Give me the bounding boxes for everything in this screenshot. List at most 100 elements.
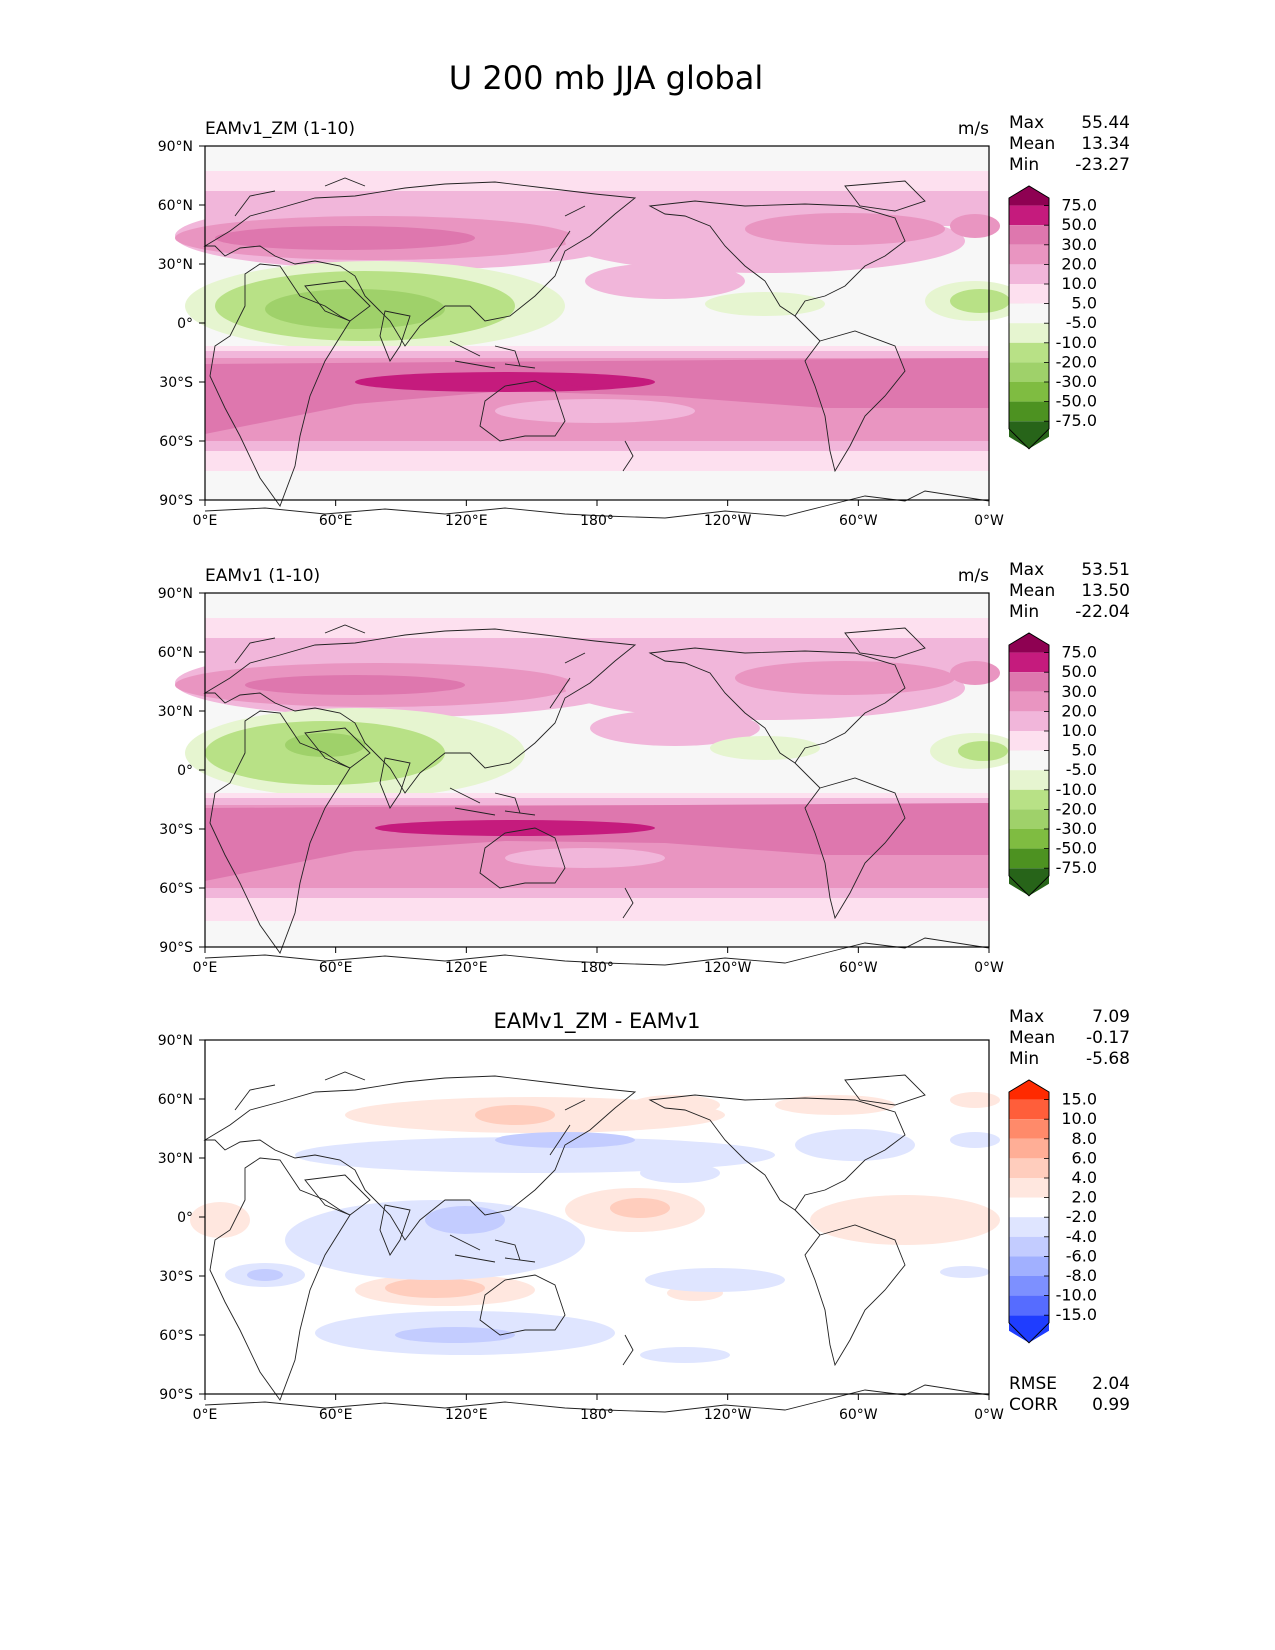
colorbar-label: -10.0 <box>1056 780 1097 799</box>
stat-value: 2.04 <box>1092 1374 1130 1394</box>
colorbar-swatch <box>1009 1295 1049 1316</box>
colorbar-swatch <box>1009 323 1049 343</box>
colorbar-swatch <box>1009 362 1049 382</box>
lon-tick-label: 60°E <box>319 513 353 529</box>
colorbar-swatch <box>1009 829 1049 849</box>
colorbar-swatch <box>1009 1217 1049 1237</box>
stat-value: -5.68 <box>1086 1049 1130 1069</box>
stat-value: -22.04 <box>1075 602 1130 622</box>
lat-tick-label: 60°N <box>158 645 193 661</box>
colorbar-label: 4.0 <box>1072 1168 1097 1187</box>
colorbar-swatch <box>1009 633 1049 653</box>
stat-label: Max <box>1009 1007 1044 1027</box>
colorbar-swatch <box>1009 652 1049 673</box>
panel-title-left: EAMv1_ZM (1-10) <box>205 119 355 139</box>
colorbar-label: -20.0 <box>1056 352 1097 371</box>
colorbar-label: -5.0 <box>1066 760 1097 779</box>
lon-tick-label: 0°W <box>974 513 1004 529</box>
lon-tick-label: 180° <box>580 1407 614 1423</box>
colorbar-label: -50.0 <box>1056 392 1097 411</box>
colorbar-swatch <box>1009 711 1049 731</box>
figure-title: U 200 mb JJA global <box>449 59 763 97</box>
colorbar-swatch <box>1009 1315 1049 1343</box>
colorbar-label: 20.0 <box>1061 254 1097 273</box>
colorbar-label: 50.0 <box>1061 662 1097 681</box>
colorbar-swatch <box>1009 342 1049 363</box>
stat-value: 53.51 <box>1081 560 1130 580</box>
colorbar: 15.010.08.06.04.02.0-2.0-4.0-6.0-8.0-10.… <box>1008 1079 1097 1344</box>
colorbar-label: -2.0 <box>1066 1207 1097 1226</box>
lat-tick-label: 90°N <box>158 139 193 155</box>
colorbar-swatch <box>1009 1099 1049 1120</box>
colorbar-swatch <box>1009 1236 1049 1257</box>
colorbar-swatch <box>1009 1197 1049 1218</box>
panel-title-center: EAMv1_ZM - EAMv1 <box>493 1009 700 1034</box>
lon-tick-label: 60°W <box>839 513 878 529</box>
colorbar: 75.050.030.020.010.05.0-5.0-10.0-20.0-30… <box>1008 632 1097 897</box>
lat-tick-label: 60°S <box>159 1328 193 1344</box>
colorbar-swatch <box>1009 770 1049 790</box>
colorbar-outline <box>1008 1079 1050 1344</box>
colorbar-swatch <box>1009 1119 1049 1139</box>
stat-value: 55.44 <box>1081 113 1130 133</box>
colorbar-label: 8.0 <box>1072 1129 1097 1148</box>
colorbar-swatch <box>1009 284 1049 304</box>
lon-tick-label: 0°W <box>974 960 1004 976</box>
lat-tick-label: 90°S <box>159 1387 193 1403</box>
stat-label: Mean <box>1009 134 1055 154</box>
lon-tick-label: 0°W <box>974 1407 1004 1423</box>
lat-tick-label: 60°S <box>159 434 193 450</box>
colorbar: 75.050.030.020.010.05.0-5.0-10.0-20.0-30… <box>1008 185 1097 450</box>
stat-label: RMSE <box>1009 1374 1057 1394</box>
colorbar-swatch <box>1009 401 1049 422</box>
colorbar-outline <box>1008 632 1050 897</box>
colorbar-label: -15.0 <box>1056 1305 1097 1324</box>
colorbar-swatch <box>1009 1178 1049 1198</box>
lon-tick-label: 60°W <box>839 960 878 976</box>
panel-annotations-difference: EAMv1_ZM - EAMv1 90°N 60°N 30°N 0° 30°S 60°S 90… <box>158 1007 1130 1423</box>
colorbar-label: -10.0 <box>1056 1286 1097 1305</box>
panel-title-left: EAMv1 (1-10) <box>205 566 320 586</box>
colorbar-swatch <box>1009 303 1049 324</box>
panel-reference <box>175 592 1020 966</box>
stat-value: -0.17 <box>1086 1028 1130 1048</box>
stat-value: 7.09 <box>1092 1007 1130 1027</box>
colorbar-label: -75.0 <box>1056 411 1097 430</box>
lat-tick-label: 90°S <box>159 940 193 956</box>
panel-annotations-reference: EAMv1 (1-10) m/s 90°N 60°N 30°N 0° 30°S 60°S 90°… <box>158 560 1130 976</box>
colorbar-label: -20.0 <box>1056 799 1097 818</box>
stat-label: Mean <box>1009 1028 1055 1048</box>
stat-label: Min <box>1009 1049 1039 1069</box>
map-difference <box>190 1040 1000 1413</box>
colorbar-label: -5.0 <box>1066 313 1097 332</box>
stat-label: Mean <box>1009 581 1055 601</box>
stat-value: 0.99 <box>1092 1395 1130 1415</box>
lat-tick-label: 30°S <box>159 822 193 838</box>
colorbar-label: -50.0 <box>1056 839 1097 858</box>
lon-tick-label: 120°E <box>445 1407 488 1423</box>
colorbar-label: -75.0 <box>1056 858 1097 877</box>
stat-value: -23.27 <box>1075 155 1130 175</box>
colorbar-label: 10.0 <box>1061 274 1097 293</box>
lon-tick-label: 0°E <box>193 1407 218 1423</box>
panel-difference <box>190 1039 1000 1413</box>
lat-tick-label: 90°N <box>158 586 193 602</box>
colorbar-label: -4.0 <box>1066 1227 1097 1246</box>
colorbar-swatch <box>1009 789 1049 810</box>
colorbar-swatch <box>1009 1138 1049 1159</box>
stat-label: Max <box>1009 113 1044 133</box>
lat-tick-label: 0° <box>177 763 193 779</box>
lon-tick-label: 180° <box>580 960 614 976</box>
stat-label: CORR <box>1009 1395 1058 1415</box>
colorbar-swatch <box>1009 225 1049 245</box>
stat-value: 13.50 <box>1081 581 1130 601</box>
panel-units: m/s <box>958 119 989 139</box>
map-model <box>175 146 1025 519</box>
stat-label: Min <box>1009 602 1039 622</box>
colorbar-label: 10.0 <box>1061 1109 1097 1128</box>
colorbar-label: 75.0 <box>1061 196 1097 215</box>
colorbar-swatch <box>1009 672 1049 692</box>
colorbar-label: -6.0 <box>1066 1246 1097 1265</box>
lon-tick-label: 120°W <box>704 1407 752 1423</box>
